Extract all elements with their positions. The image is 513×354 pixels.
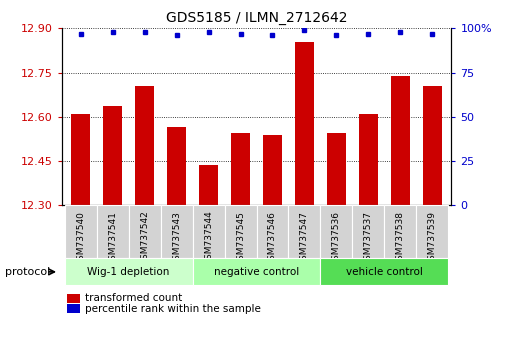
Bar <box>71 114 90 205</box>
FancyBboxPatch shape <box>65 205 97 258</box>
Text: GSM737537: GSM737537 <box>364 211 373 266</box>
Text: transformed count: transformed count <box>85 293 182 303</box>
Text: GSM737545: GSM737545 <box>236 211 245 266</box>
Bar <box>135 86 154 205</box>
Bar <box>167 127 186 205</box>
FancyBboxPatch shape <box>65 258 192 285</box>
Text: GSM737544: GSM737544 <box>204 211 213 266</box>
FancyBboxPatch shape <box>352 205 384 258</box>
Bar <box>231 133 250 205</box>
Bar <box>391 75 410 205</box>
FancyBboxPatch shape <box>321 258 448 285</box>
Bar <box>423 86 442 205</box>
Text: GSM737543: GSM737543 <box>172 211 181 266</box>
Text: GSM737538: GSM737538 <box>396 211 405 266</box>
Bar <box>359 114 378 205</box>
FancyBboxPatch shape <box>256 205 288 258</box>
Title: GDS5185 / ILMN_2712642: GDS5185 / ILMN_2712642 <box>166 11 347 24</box>
Bar <box>295 42 314 205</box>
FancyBboxPatch shape <box>129 205 161 258</box>
Text: GSM737541: GSM737541 <box>108 211 117 266</box>
Bar <box>327 133 346 205</box>
Text: GSM737546: GSM737546 <box>268 211 277 266</box>
FancyBboxPatch shape <box>416 205 448 258</box>
FancyBboxPatch shape <box>192 258 321 285</box>
Text: percentile rank within the sample: percentile rank within the sample <box>85 304 261 314</box>
Text: GSM737539: GSM737539 <box>428 211 437 266</box>
Text: GSM737540: GSM737540 <box>76 211 85 266</box>
FancyBboxPatch shape <box>192 205 225 258</box>
Text: GSM737547: GSM737547 <box>300 211 309 266</box>
Text: GSM737536: GSM737536 <box>332 211 341 266</box>
Text: GSM737542: GSM737542 <box>140 211 149 266</box>
FancyBboxPatch shape <box>288 205 321 258</box>
Bar <box>103 107 122 205</box>
Bar <box>199 166 218 205</box>
Text: vehicle control: vehicle control <box>346 267 423 277</box>
FancyBboxPatch shape <box>161 205 192 258</box>
FancyBboxPatch shape <box>225 205 256 258</box>
Bar <box>263 135 282 205</box>
Text: negative control: negative control <box>214 267 299 277</box>
FancyBboxPatch shape <box>97 205 129 258</box>
FancyBboxPatch shape <box>321 205 352 258</box>
FancyBboxPatch shape <box>384 205 416 258</box>
Text: protocol: protocol <box>5 267 50 277</box>
Text: Wig-1 depletion: Wig-1 depletion <box>88 267 170 277</box>
